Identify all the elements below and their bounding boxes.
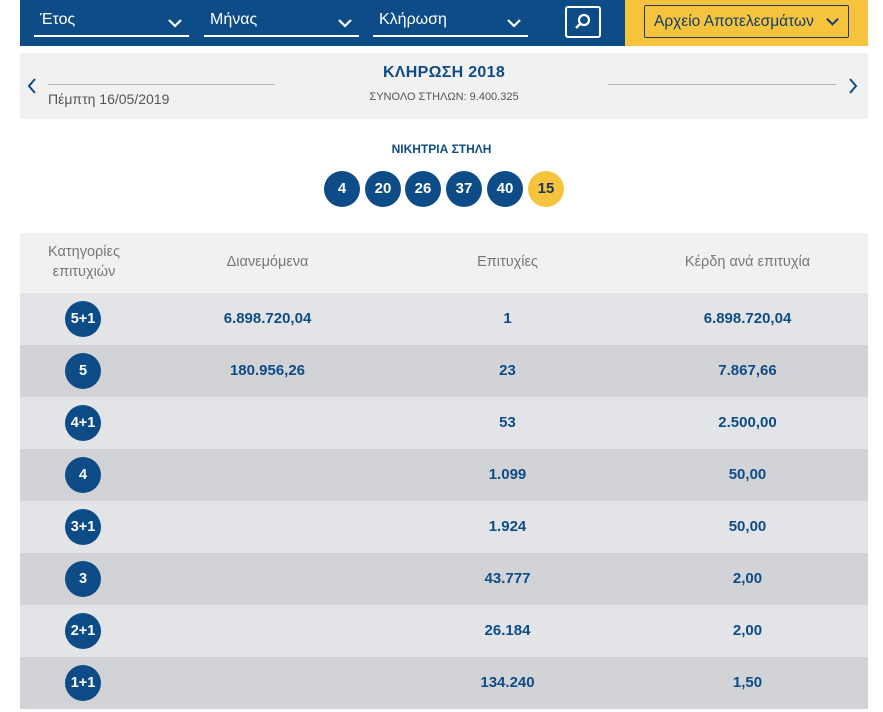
divider <box>48 84 275 85</box>
gain-cell: 2,00 <box>732 622 763 639</box>
successes-cell: 26.184 <box>484 622 531 639</box>
distributed-cell: 6.898.720,04 <box>223 310 312 327</box>
successes-cell: 1.924 <box>488 518 527 535</box>
winning-column-label: ΝΙΚΗΤΡΙΑ ΣΤΗΛΗ <box>391 142 492 156</box>
table-row: 5+1 6.898.720,04 1 6.898.720,04 <box>20 293 868 345</box>
month-dropdown[interactable]: Μήνας <box>204 9 359 37</box>
successes-cell: 1 <box>503 310 512 327</box>
archive-dropdown[interactable]: Αρχείο Αποτελεσμάτων <box>644 5 849 38</box>
draw-dropdown-label: Κλήρωση <box>379 11 447 28</box>
filter-bar: Έτος Μήνας Κλήρωση Αρχείο Αποτελεσμάτων <box>20 0 868 46</box>
chevron-left-icon[interactable] <box>25 76 39 96</box>
distributed-cell <box>180 449 355 501</box>
gain-cell: 6.898.720,04 <box>703 310 792 327</box>
gain-cell: 2.500,00 <box>718 414 777 431</box>
winning-number-ball: 4 <box>324 171 360 207</box>
chevron-down-icon <box>338 19 352 28</box>
gain-cell: 50,00 <box>728 518 767 535</box>
successes-cell: 43.777 <box>484 570 531 587</box>
category-badge: 5 <box>65 353 101 389</box>
winning-number-ball: 37 <box>446 171 482 207</box>
draw-dropdown[interactable]: Κλήρωση <box>373 9 528 37</box>
results-table: Κατηγορίες επιτυχιών Διανεμόμενα Επιτυχί… <box>20 233 868 709</box>
gain-cell: 7.867,66 <box>718 362 777 379</box>
category-badge: 4+1 <box>65 405 101 441</box>
gain-cell: 2,00 <box>732 570 763 587</box>
year-dropdown[interactable]: Έτος <box>34 9 189 37</box>
archive-dropdown-label: Αρχείο Αποτελεσμάτων <box>654 13 814 30</box>
winning-number-ball: 20 <box>365 171 401 207</box>
distributed-cell: 180.956,26 <box>229 362 306 379</box>
category-badge: 2+1 <box>65 613 101 649</box>
header-category-line1: Κατηγορίες <box>48 244 120 260</box>
year-dropdown-label: Έτος <box>40 11 76 28</box>
successes-cell: 134.240 <box>480 674 535 691</box>
chevron-right-icon[interactable] <box>846 76 860 96</box>
chevron-down-icon <box>168 19 182 28</box>
category-badge: 4 <box>65 457 101 493</box>
header-category-line2: επιτυχιών <box>52 264 116 280</box>
chevron-down-icon <box>507 19 521 28</box>
winning-number-ball: 40 <box>487 171 523 207</box>
winning-number-ball: 26 <box>405 171 441 207</box>
distributed-cell <box>180 553 355 605</box>
month-dropdown-label: Μήνας <box>210 11 258 28</box>
draw-title: ΚΛΗΡΩΣΗ 2018 <box>382 64 506 81</box>
table-row: 4+1 53 2.500,00 <box>20 397 868 449</box>
successes-cell: 23 <box>499 362 516 379</box>
category-badge: 1+1 <box>65 665 101 701</box>
table-row: 4 1.099 50,00 <box>20 449 868 501</box>
search-button[interactable] <box>565 6 601 38</box>
distributed-cell <box>180 397 355 449</box>
table-row: 3 43.777 2,00 <box>20 553 868 605</box>
category-badge: 5+1 <box>65 301 101 337</box>
draw-header: Πέμπτη 16/05/2019 ΚΛΗΡΩΣΗ 2018 ΣΥΝΟΛΟ ΣΤ… <box>20 53 868 119</box>
table-row: 1+1 134.240 1,50 <box>20 657 868 709</box>
draw-date: Πέμπτη 16/05/2019 <box>48 91 170 107</box>
header-distributed: Διανεμόμενα <box>226 254 309 270</box>
search-icon <box>575 13 591 29</box>
joker-number-ball: 15 <box>528 171 564 207</box>
header-gain: Κέρδη ανά επιτυχία <box>684 254 811 270</box>
gain-cell: 50,00 <box>728 466 767 483</box>
table-header: Κατηγορίες επιτυχιών Διανεμόμενα Επιτυχί… <box>20 233 868 293</box>
successes-cell: 1.099 <box>488 466 527 483</box>
table-row: 5 180.956,26 23 7.867,66 <box>20 345 868 397</box>
divider <box>608 84 836 85</box>
table-row: 3+1 1.924 50,00 <box>20 501 868 553</box>
distributed-cell <box>180 501 355 553</box>
category-badge: 3 <box>65 561 101 597</box>
successes-cell: 53 <box>499 414 516 431</box>
archive-panel: Αρχείο Αποτελεσμάτων <box>625 0 868 46</box>
distributed-cell <box>180 657 355 709</box>
distributed-cell <box>180 605 355 657</box>
table-row: 2+1 26.184 2,00 <box>20 605 868 657</box>
header-successes: Επιτυχίες <box>477 254 538 270</box>
gain-cell: 1,50 <box>732 674 763 691</box>
category-badge: 3+1 <box>65 509 101 545</box>
total-columns: ΣΥΝΟΛΟ ΣΤΗΛΩΝ: 9.400.325 <box>369 91 519 103</box>
header-category: Κατηγορίες επιτυχιών <box>20 242 148 282</box>
chevron-down-icon <box>826 17 839 26</box>
